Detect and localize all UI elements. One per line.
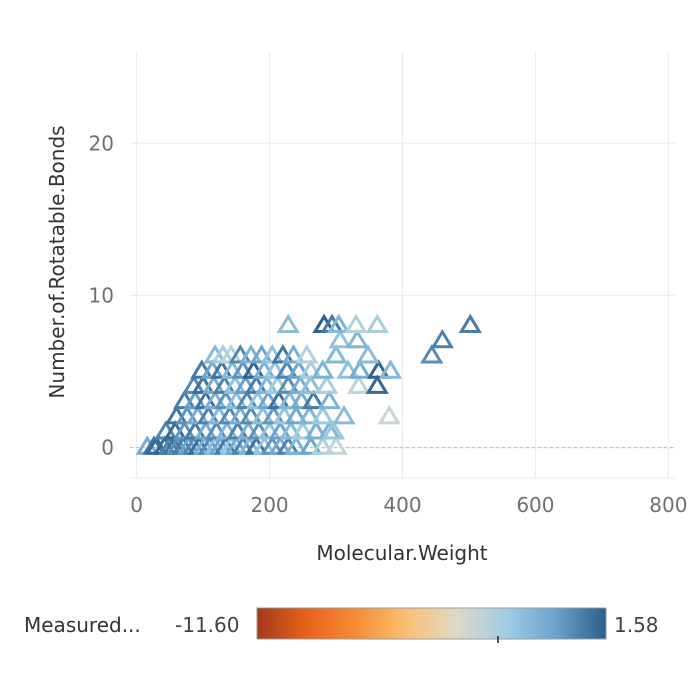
data-point: [304, 420, 328, 440]
data-point: [299, 359, 323, 379]
x-tick-label: 400: [383, 493, 421, 517]
data-point: [311, 435, 335, 455]
data-point: [321, 420, 346, 440]
data-point: [275, 359, 299, 379]
data-point: [284, 435, 308, 455]
data-point: [328, 328, 352, 349]
y-tick-label: 0: [101, 436, 114, 460]
data-point: [346, 374, 371, 394]
data-point: [311, 404, 335, 425]
data-point: [348, 359, 372, 379]
x-tick-label: 0: [130, 493, 143, 517]
data-point: [295, 344, 319, 364]
data-point: [336, 359, 360, 379]
data-point: [279, 420, 303, 440]
color-legend: Measured... -11.60 1.58: [24, 607, 659, 643]
data-point: [287, 359, 311, 379]
data-point: [291, 420, 315, 440]
data-point: [327, 313, 351, 334]
legend-min-label: -11.60: [175, 613, 239, 637]
data-point: [366, 359, 391, 379]
x-tick-label: 200: [250, 493, 288, 517]
data-point: [324, 435, 348, 455]
x-axis-title: Molecular.Weight: [316, 541, 487, 565]
data-point: [272, 404, 296, 425]
data-point: [284, 404, 308, 425]
y-axis-title: Number.of.Rotatable.Bonds: [45, 125, 69, 398]
data-point: [263, 359, 287, 379]
data-point: [317, 389, 342, 410]
data-point: [420, 344, 444, 364]
data-point: [281, 344, 306, 364]
data-point: [297, 404, 322, 425]
data-point: [324, 344, 348, 364]
x-tick-label: 600: [516, 493, 554, 517]
legend-title: Measured...: [24, 613, 141, 637]
data-point: [365, 313, 389, 334]
data-points: [135, 313, 482, 455]
data-point: [345, 328, 369, 349]
data-point: [365, 374, 389, 394]
data-point: [299, 374, 323, 394]
y-tick-label: 20: [89, 131, 114, 155]
data-point: [289, 389, 314, 410]
data-point: [299, 435, 323, 455]
data-point: [311, 359, 335, 379]
data-point: [276, 374, 300, 394]
data-point: [458, 313, 482, 334]
data-point: [356, 344, 380, 364]
data-point: [315, 374, 339, 394]
data-point: [332, 404, 356, 425]
data-point: [377, 404, 401, 425]
data-point: [344, 313, 368, 334]
data-point: [276, 313, 300, 334]
legend-gradient-bar: [256, 607, 607, 640]
legend-max-label: 1.58: [614, 613, 659, 637]
data-point: [239, 404, 263, 425]
x-tick-label: 800: [649, 493, 687, 517]
tick-labels: 0 200 400 600 800 0 10 20: [89, 131, 688, 517]
data-point: [277, 389, 302, 410]
data-point: [430, 328, 455, 349]
y-tick-label: 10: [89, 283, 114, 307]
data-point: [378, 359, 403, 379]
data-point: [301, 389, 326, 410]
